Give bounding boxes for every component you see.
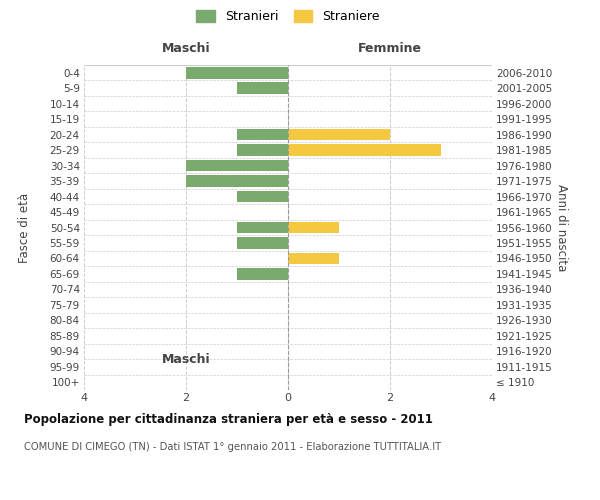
Text: Maschi: Maschi [161, 42, 211, 55]
Bar [186, 176, 288, 187]
Text: COMUNE DI CIMEGO (TN) - Dati ISTAT 1° gennaio 2011 - Elaborazione TUTTITALIA.IT: COMUNE DI CIMEGO (TN) - Dati ISTAT 1° ge… [24, 442, 441, 452]
Bar [288, 144, 441, 156]
Bar [186, 160, 288, 172]
Bar [288, 129, 390, 140]
Text: Femmine: Femmine [358, 42, 422, 55]
Legend: Stranieri, Straniere: Stranieri, Straniere [193, 6, 383, 27]
Bar [288, 252, 339, 264]
Bar [237, 82, 288, 94]
Bar [237, 144, 288, 156]
Bar [237, 222, 288, 234]
Bar [237, 190, 288, 202]
Bar [186, 67, 288, 78]
Text: Popolazione per cittadinanza straniera per età e sesso - 2011: Popolazione per cittadinanza straniera p… [24, 412, 433, 426]
Text: Maschi: Maschi [161, 354, 211, 366]
Text: Fasce di età: Fasce di età [17, 192, 31, 262]
Bar [237, 268, 288, 280]
Bar [288, 222, 339, 234]
Text: Anni di nascita: Anni di nascita [554, 184, 568, 271]
Bar [237, 237, 288, 249]
Bar [237, 129, 288, 140]
